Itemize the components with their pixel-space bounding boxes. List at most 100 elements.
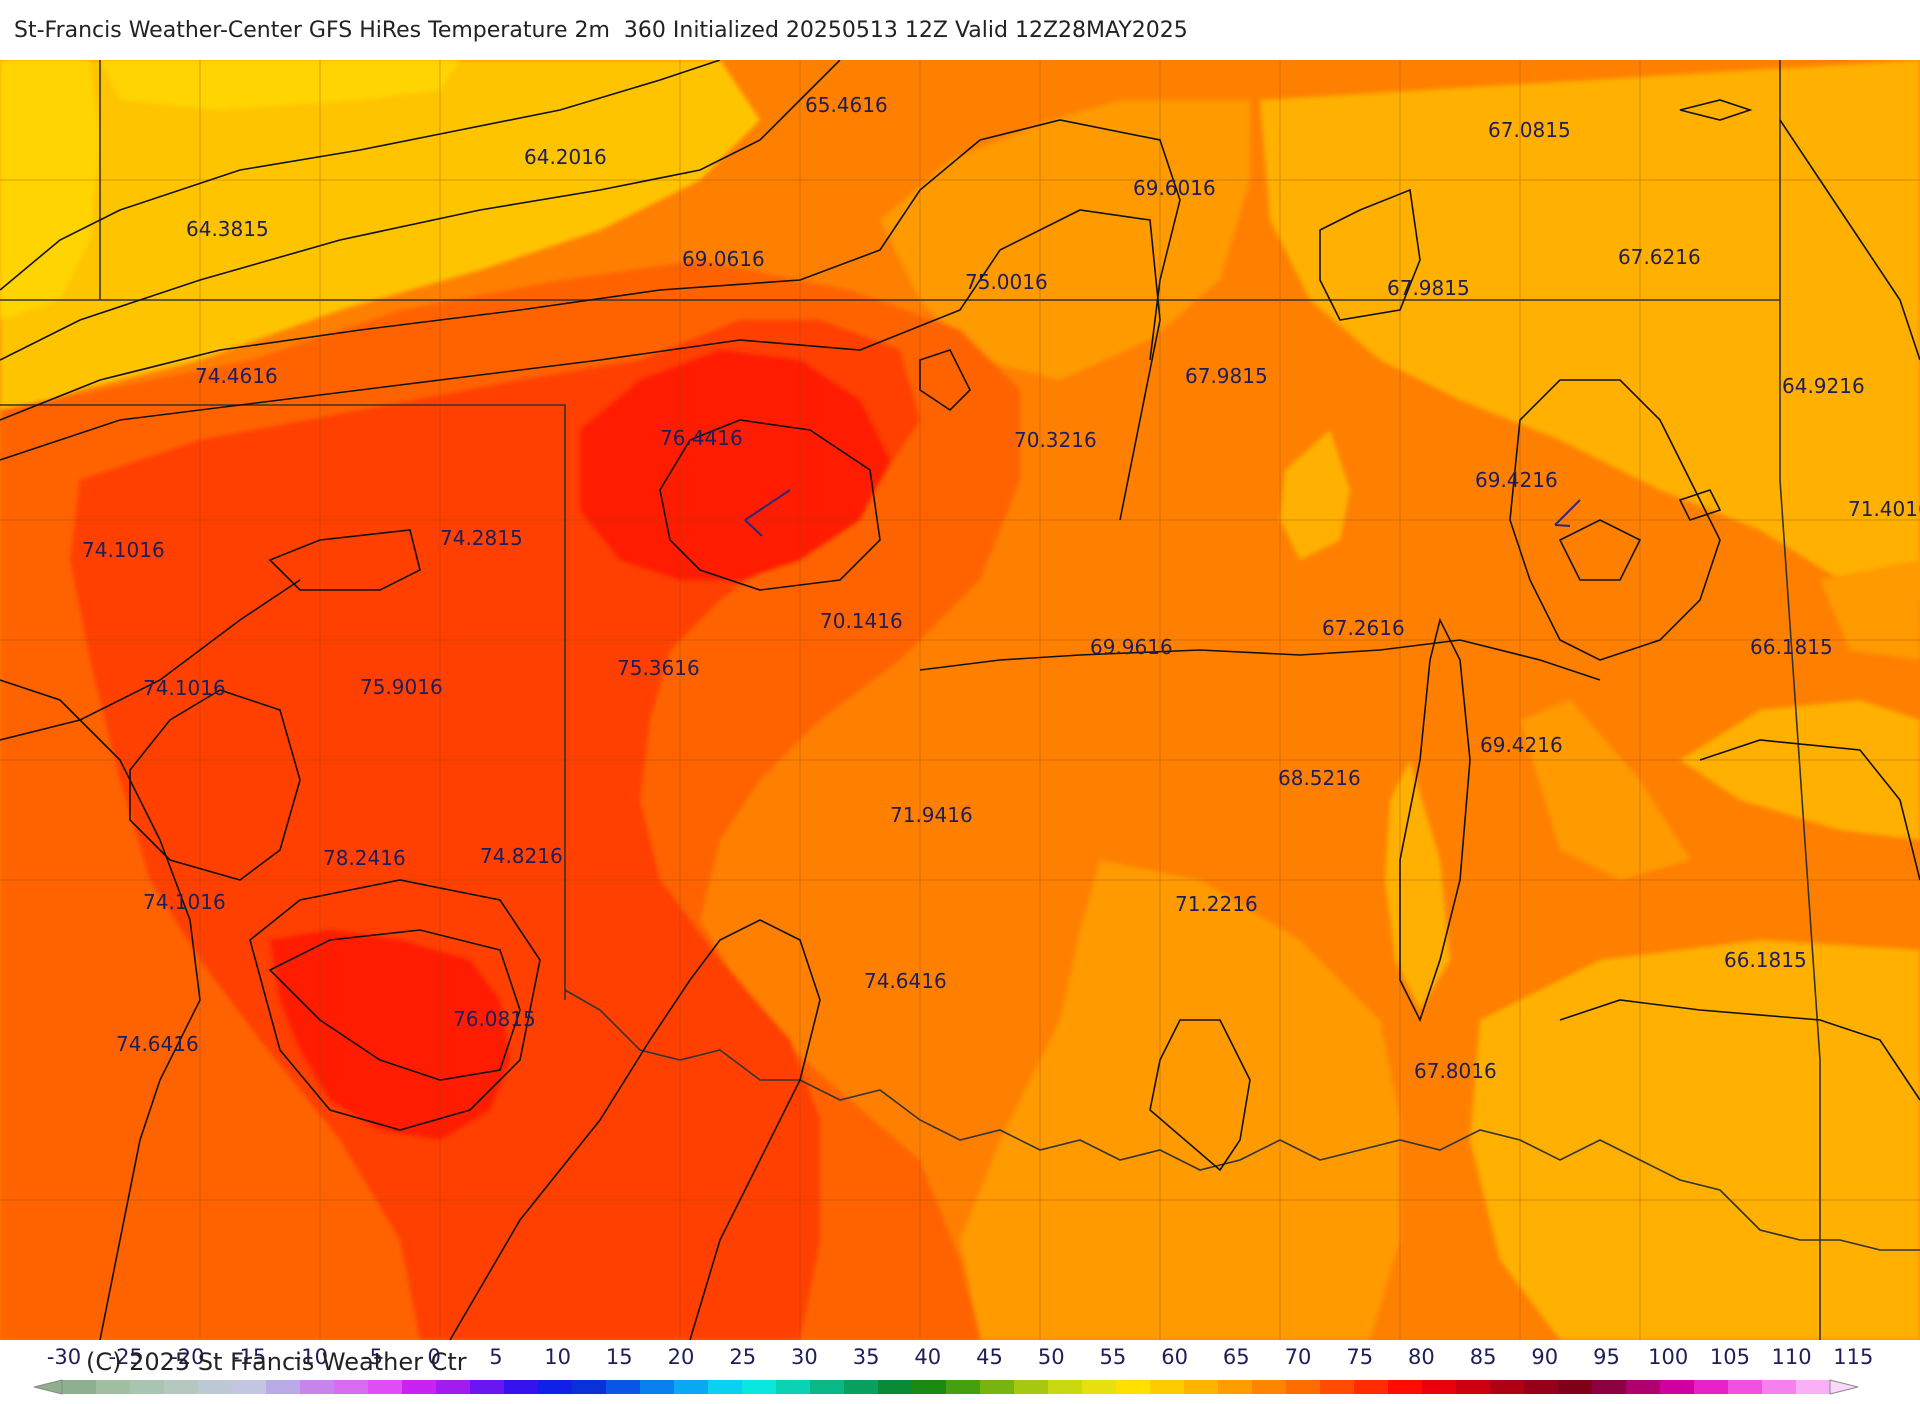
colorbar-swatch <box>1320 1380 1355 1394</box>
colorbar-swatch <box>164 1380 199 1394</box>
colorbar-tick-label: 110 <box>1772 1345 1812 1369</box>
contour <box>268 929 521 1081</box>
colorbar-swatch <box>96 1380 131 1394</box>
colorbar-swatch <box>1524 1380 1559 1394</box>
colorbar-swatch <box>1354 1380 1389 1394</box>
temp-label: 74.6416 <box>116 1032 199 1056</box>
temp-label: 64.9216 <box>1782 374 1865 398</box>
colorbar-swatch <box>1150 1380 1185 1394</box>
band-yellow-top <box>100 60 460 110</box>
colorbar-swatch <box>912 1380 947 1394</box>
band-68-sliver <box>1385 760 1450 1010</box>
colorbar-swatch <box>810 1380 845 1394</box>
colorbar-swatch <box>266 1380 301 1394</box>
contour <box>0 119 1181 421</box>
temp-label: 69.0616 <box>682 247 765 271</box>
filled-temperature-field <box>0 60 1920 1340</box>
colorbar-swatch <box>1490 1380 1525 1394</box>
band-78-sw <box>270 930 510 1140</box>
contour <box>1678 489 1722 521</box>
contour <box>919 639 1601 681</box>
temp-label: 76.4416 <box>660 426 743 450</box>
colorbar-swatch <box>1694 1380 1729 1394</box>
colorbar-swatch <box>1626 1380 1661 1394</box>
contour <box>129 689 301 881</box>
colorbar-swatch <box>436 1380 471 1394</box>
contour <box>0 679 201 1340</box>
temp-label: 74.8216 <box>480 844 563 868</box>
colorbar-tick-label: 50 <box>1038 1345 1065 1369</box>
colorbar-swatch <box>606 1380 641 1394</box>
temp-label: 67.9815 <box>1185 364 1268 388</box>
colorbar-tick-label: 60 <box>1161 1345 1188 1369</box>
band-78-north <box>580 350 890 580</box>
temp-label: 71.4016 <box>1848 497 1920 521</box>
colorbar-swatch <box>198 1380 233 1394</box>
band-72-ne <box>1520 700 1690 880</box>
temp-label: 69.4216 <box>1475 468 1558 492</box>
temp-label: 70.3216 <box>1014 428 1097 452</box>
colorbar-tick-label: 15 <box>606 1345 633 1369</box>
colorbar-swatch <box>572 1380 607 1394</box>
colorbar-tick-label: 90 <box>1531 1345 1558 1369</box>
band-72-center <box>880 100 1250 380</box>
contour <box>1699 739 1920 881</box>
colorbar-swatch <box>504 1380 539 1394</box>
temp-label: 70.1416 <box>820 609 903 633</box>
map-title: St-Francis Weather-Center GFS HiRes Temp… <box>14 18 1188 43</box>
temp-label: 74.1016 <box>82 538 165 562</box>
colorbar-swatch <box>538 1380 573 1394</box>
temp-label: 67.8016 <box>1414 1059 1497 1083</box>
colorbar-swatch <box>1184 1380 1219 1394</box>
contour <box>0 60 721 291</box>
band-68-se <box>1470 940 1920 1340</box>
colorbar-swatch <box>980 1380 1015 1394</box>
colorbar-swatch <box>1592 1380 1627 1394</box>
contour <box>268 529 421 591</box>
contour <box>1319 188 1421 321</box>
colorbar-swatches <box>62 1380 1831 1394</box>
temperature-labels: 65.4616 64.2016 64.3815 69.0616 69.6016 … <box>82 93 1920 1083</box>
contour-lines <box>0 60 1920 1340</box>
colorbar-swatch <box>1048 1380 1083 1394</box>
temp-label: 74.2815 <box>440 526 523 550</box>
colorbar-swatch <box>1422 1380 1457 1394</box>
colorbar-tick-label: 35 <box>853 1345 880 1369</box>
colorbar-swatch <box>844 1380 879 1394</box>
colorbar-swatch <box>1728 1380 1763 1394</box>
colorbar-tick-label: -20 <box>170 1345 204 1369</box>
colorbar-swatch <box>1082 1380 1117 1394</box>
county-grid <box>0 60 1920 1340</box>
temp-label: 67.6216 <box>1618 245 1701 269</box>
colorbar-swatch <box>1388 1380 1423 1394</box>
colorbar-left-arrow <box>33 1379 63 1395</box>
temp-label: 69.6016 <box>1133 176 1216 200</box>
colorbar-swatch <box>368 1380 403 1394</box>
colorbar-tick-label: 40 <box>914 1345 941 1369</box>
colorbar-swatch <box>640 1380 675 1394</box>
colorbar-swatch <box>232 1380 267 1394</box>
colorbar-swatch <box>742 1380 777 1394</box>
temp-label: 66.1815 <box>1724 948 1807 972</box>
colorbar-swatch <box>1456 1380 1491 1394</box>
contour <box>0 209 1161 521</box>
temp-label: 75.9016 <box>360 675 443 699</box>
contour <box>1559 999 1920 1101</box>
band-68-lake <box>1280 430 1350 560</box>
temp-label: 76.0815 <box>453 1007 536 1031</box>
contour <box>1399 617 1471 1023</box>
colorbar-tick-label: 65 <box>1223 1345 1250 1369</box>
colorbar-swatch <box>1796 1380 1831 1394</box>
wind-barb-icon <box>744 489 791 537</box>
colorbar-swatch <box>1014 1380 1049 1394</box>
colorbar-tick-label: 20 <box>668 1345 695 1369</box>
colorbar-swatch <box>878 1380 913 1394</box>
border-kansas-oklahoma <box>0 404 566 1000</box>
temp-label: 67.0815 <box>1488 118 1571 142</box>
colorbar-tick-label: 25 <box>729 1345 756 1369</box>
colorbar-tick-label: 100 <box>1648 1345 1688 1369</box>
temp-label: 67.2616 <box>1322 616 1405 640</box>
colorbar-swatch <box>776 1380 811 1394</box>
band-68-east <box>1260 60 1920 600</box>
temp-label: 64.2016 <box>524 145 607 169</box>
